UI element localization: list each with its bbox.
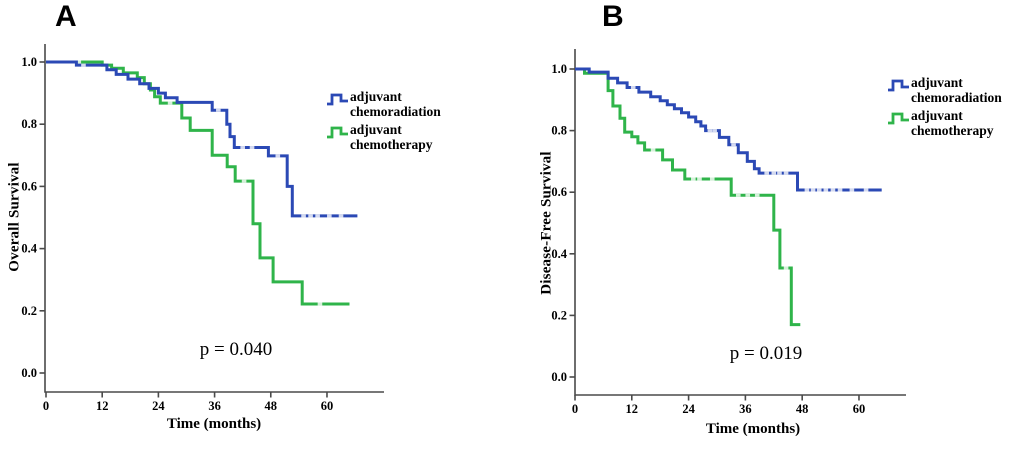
km-curve-adjuvant-chemoradiation	[46, 60, 358, 218]
y-tick-label: 0.2	[551, 308, 567, 322]
y-tick-label: 0.0	[21, 366, 37, 380]
legend-label: adjuvant chemoradiation	[350, 89, 441, 120]
x-tick-label: 0	[572, 402, 578, 416]
y-tick-label: 0.8	[21, 117, 37, 131]
x-tick-label: 0	[43, 399, 49, 413]
panel-b-letter: B	[602, 0, 624, 33]
step-line-icon	[327, 126, 348, 139]
legend-item: adjuvant chemotherapy	[326, 122, 460, 152]
y-axis-ticks: 0.0 0.2 0.4 0.6 0.8 1.0	[551, 62, 575, 384]
step-line-icon	[888, 79, 909, 92]
y-axis-title-overall-survival: Overall Survival	[6, 162, 23, 272]
km-plot-overall-survival: 0.0 0.2 0.4 0.6 0.8 1.0 0 12 24 36 48 60	[21, 44, 384, 413]
panel-a-letter: A	[55, 0, 77, 33]
y-tick-label: 0.4	[551, 247, 567, 261]
y-tick-label: 0.0	[551, 370, 567, 384]
y-tick-label: 0.8	[551, 124, 567, 138]
km-curve-adjuvant-chemotherapy	[575, 67, 801, 327]
x-tick-label: 12	[96, 399, 109, 413]
legend-item: adjuvant chemoradiation	[887, 75, 1020, 105]
y-tick-label: 0.2	[21, 304, 37, 318]
km-curve-adjuvant-chemotherapy	[46, 60, 350, 306]
panel-a: A 0.0 0.2 0.4 0.6 0.8 1.0 0 12 24 36 48 60 Overall …	[6, 0, 460, 433]
step-line-icon	[327, 93, 348, 106]
km-curve-adjuvant-chemoradiation	[575, 67, 882, 192]
x-tick-label: 48	[265, 399, 278, 413]
y-tick-label: 0.6	[21, 179, 37, 193]
step-line-icon	[888, 112, 909, 125]
y-tick-label: 1.0	[21, 55, 37, 69]
x-tick-label: 60	[853, 402, 866, 416]
y-tick-label: 0.6	[551, 185, 567, 199]
p-value-label: p = 0.040	[199, 339, 273, 360]
x-tick-label: 36	[208, 399, 221, 413]
y-tick-label: 1.0	[551, 62, 567, 76]
x-tick-label: 36	[739, 402, 752, 416]
p-value-label: p = 0.019	[729, 343, 803, 364]
legend-label: adjuvant chemotherapy	[911, 108, 994, 139]
km-plot-disease-free-survival: 0.0 0.2 0.4 0.6 0.8 1.0 0 12 24 36 48 60	[551, 49, 906, 416]
x-tick-label: 48	[796, 402, 809, 416]
x-axis-title-time: Time (months)	[705, 421, 801, 437]
y-axis-ticks: 0.0 0.2 0.4 0.6 0.8 1.0	[21, 55, 45, 380]
legend: adjuvant chemoradiation adjuvant chemoth…	[326, 89, 460, 152]
panel-b: B 0.0 0.2 0.4 0.6 0.8 1.0 0 12 24 36 48 60 Disease-…	[510, 0, 1020, 452]
x-tick-label: 12	[626, 402, 639, 416]
y-tick-label: 0.4	[21, 242, 37, 256]
x-axis-ticks: 0 12 24 36 48 60	[43, 392, 333, 413]
legend-item: adjuvant chemotherapy	[887, 108, 1020, 138]
x-tick-label: 24	[152, 399, 165, 413]
x-tick-label: 60	[321, 399, 334, 413]
x-tick-label: 24	[682, 402, 695, 416]
legend-label: adjuvant chemotherapy	[350, 122, 433, 153]
legend-label: adjuvant chemoradiation	[911, 75, 1002, 106]
legend-item: adjuvant chemoradiation	[326, 89, 460, 119]
legend: adjuvant chemoradiation adjuvant chemoth…	[887, 75, 1020, 138]
y-axis-title-disease-free-survival: Disease-Free Survival	[538, 151, 555, 295]
x-axis-ticks: 0 12 24 36 48 60	[572, 395, 865, 416]
x-axis-title-time: Time (months)	[166, 416, 262, 432]
